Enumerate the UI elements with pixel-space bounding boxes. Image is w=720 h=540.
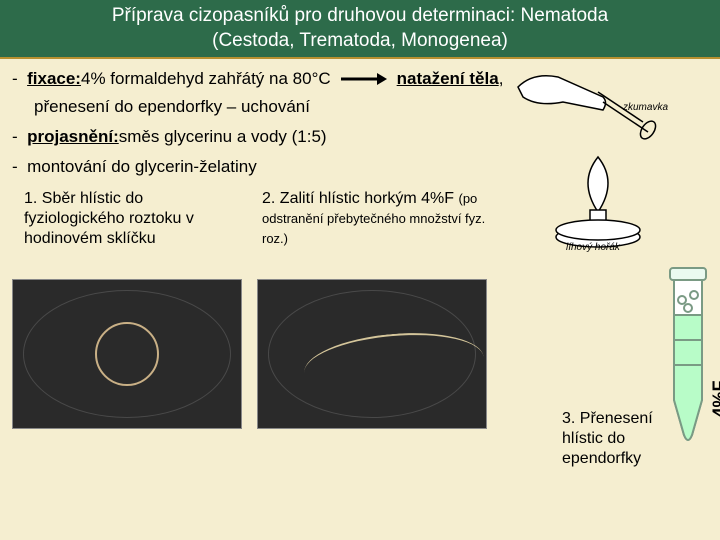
title-bar: Příprava cizopasníků pro druhovou determ… <box>0 0 720 59</box>
tube-label: 4%F <box>710 381 720 418</box>
photo-nematode-2 <box>257 279 487 429</box>
step-2: 2. Zalití hlístic horkým 4%F (po odstran… <box>262 189 492 249</box>
burner-illustration: zkumavka líhový hořák <box>508 62 678 252</box>
step-1: 1. Sběr hlístic do fyziologického roztok… <box>24 189 234 249</box>
montovani-text: montování do glycerin-želatiny <box>27 157 257 177</box>
zkumavka-label: zkumavka <box>622 102 668 113</box>
natazeni-text: natažení těla <box>397 69 499 89</box>
horak-label: líhový hořák <box>566 242 621 252</box>
fixace-text: 4% formaldehyd zahřátý na 80°C <box>81 69 331 89</box>
title-line2: (Cestoda, Trematoda, Monogenea) <box>212 30 508 51</box>
page-title: Příprava cizopasníků pro druhovou determ… <box>8 4 712 53</box>
step-2-main: 2. Zalití hlístic horkým 4%F <box>262 190 459 207</box>
projasneni-text: směs glycerinu a vody (1:5) <box>119 127 327 147</box>
title-line1: Příprava cizopasníků pro druhovou determ… <box>112 5 608 26</box>
photo-nematode-1 <box>12 279 242 429</box>
preneseni-text: přenesení do ependorfky – uchování <box>34 97 310 117</box>
projasneni-label: projasnění: <box>27 127 119 147</box>
arrow-icon <box>341 71 387 87</box>
ependorf-tube-icon <box>664 260 712 460</box>
fixace-label: fixace: <box>27 69 81 89</box>
